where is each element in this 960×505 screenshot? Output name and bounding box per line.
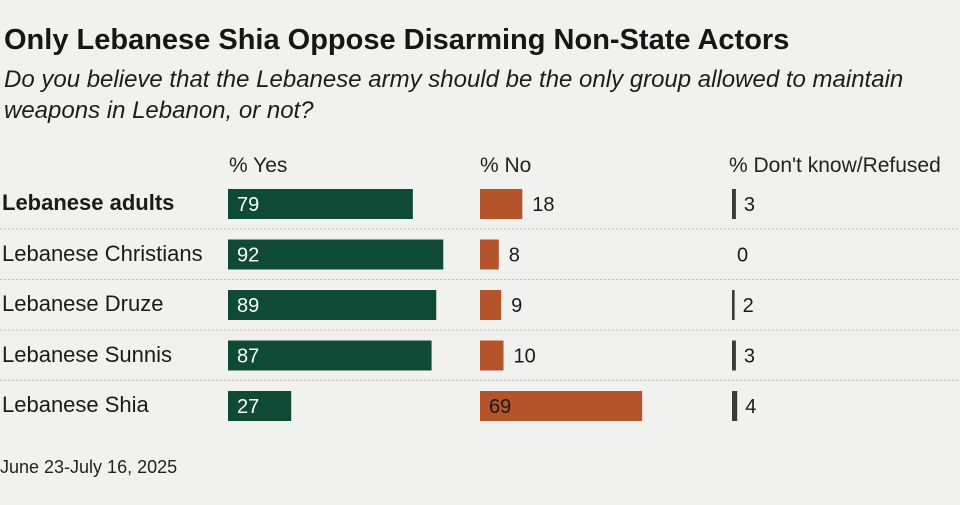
row-label: Lebanese Druze — [2, 291, 164, 316]
no-bar — [480, 239, 499, 270]
yes-value-label: 92 — [237, 245, 259, 267]
yes-value-label: 27 — [237, 396, 259, 418]
column-header-dont-know: % Don't know/Refused — [729, 154, 941, 177]
row-label: Lebanese Christians — [2, 240, 203, 266]
no-value-label: 8 — [509, 245, 520, 267]
column-header-no: % No — [480, 154, 532, 177]
column-header-yes: % Yes — [229, 154, 288, 177]
row-label: Lebanese Shia — [2, 392, 149, 417]
yes-bar — [228, 189, 413, 219]
date-footnote: June 23-July 16, 2025 — [0, 457, 178, 477]
dont-know-value-label: 4 — [745, 396, 756, 418]
row-label: Lebanese Sunnis — [2, 341, 173, 367]
yes-value-label: 89 — [237, 295, 259, 317]
row-label: Lebanese adults — [2, 190, 175, 215]
dont-know-bar — [732, 340, 736, 371]
dont-know-value-label: 3 — [744, 194, 755, 216]
yes-bar — [228, 239, 444, 270]
no-value-label: 10 — [514, 346, 536, 368]
no-value-label: 69 — [489, 396, 511, 418]
no-bar — [480, 391, 643, 421]
no-value-label: 9 — [511, 295, 522, 317]
no-bar — [480, 340, 504, 371]
dont-know-value-label: 2 — [743, 295, 754, 317]
chart-title: Only Lebanese Shia Oppose Disarming Non-… — [4, 24, 790, 56]
yes-bar — [228, 290, 437, 320]
no-value-label: 18 — [532, 194, 554, 216]
dont-know-bar — [732, 290, 735, 320]
dont-know-value-label: 3 — [744, 346, 755, 368]
no-bar — [480, 290, 502, 320]
yes-value-label: 87 — [237, 346, 259, 368]
chart-subtitle: Do you believe that the Lebanese army sh… — [4, 66, 904, 124]
no-bar — [480, 189, 523, 219]
yes-bar — [228, 391, 292, 421]
dont-know-bar — [732, 391, 738, 421]
dont-know-value-label: 0 — [737, 245, 748, 267]
dont-know-bar — [732, 189, 736, 219]
yes-bar — [228, 340, 432, 371]
yes-value-label: 79 — [237, 194, 259, 216]
